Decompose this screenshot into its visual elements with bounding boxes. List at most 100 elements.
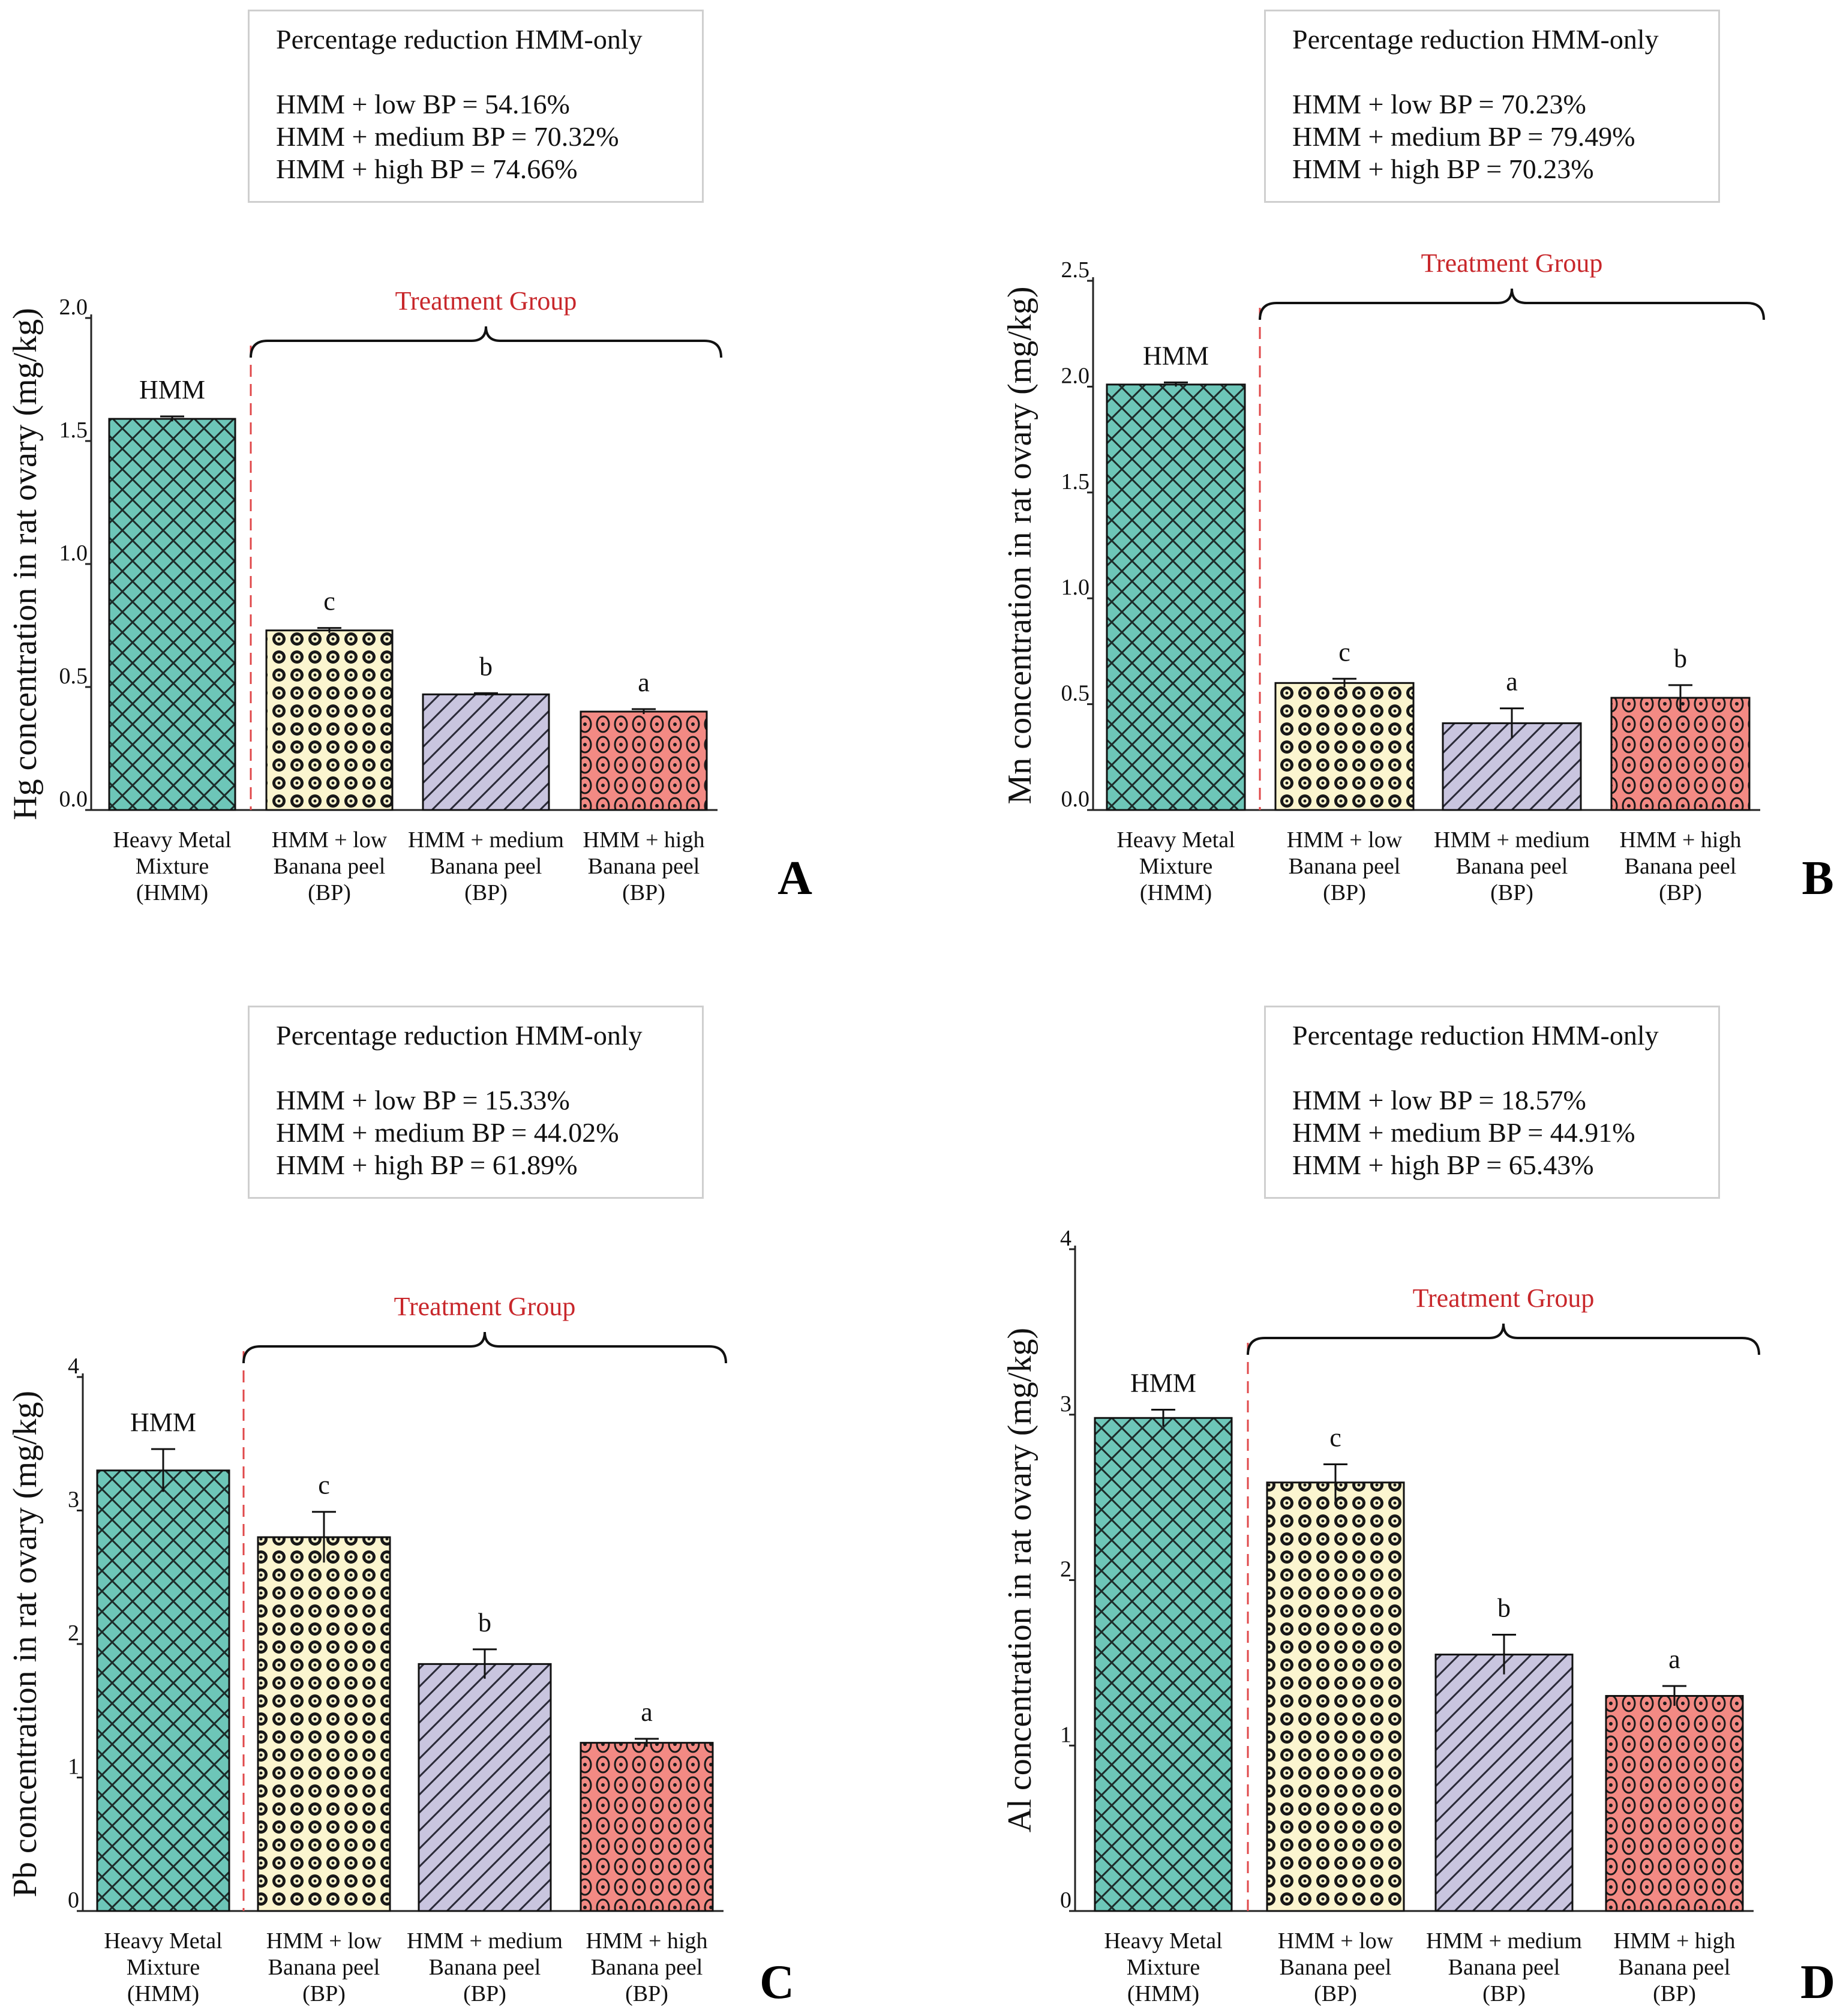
significance-letter-hmm: HMM: [130, 1408, 196, 1437]
chart-panel-c: 0 1 2 3 4 Pb concentration in rat ovary (mg/k…: [7, 1292, 794, 2009]
x-tick-label-hmm: Heavy Metal: [104, 1928, 222, 1954]
y-tick-label: 1.5: [1061, 469, 1090, 494]
chart-panel-a: 0.0 0.5 1.0 1.5 2.0 Hg concentration in rat o…: [7, 286, 812, 905]
bar-medium: [418, 1663, 552, 1912]
y-tick-label: 0.0: [59, 787, 88, 812]
x-tick-label-low: HMM + low: [266, 1928, 382, 1954]
x-tick-label-hmm: Mixture: [136, 854, 209, 879]
chart-panel-d: 0 1 2 3 4 Al concentration in rat ovary (mg/k…: [1001, 1226, 1835, 2009]
y-tick-label: 2.0: [1061, 363, 1090, 388]
x-tick-label-hmm: (HMM): [1127, 1981, 1199, 2006]
panel-letter: C: [760, 1956, 794, 2009]
summary-box-a: Percentage reduction HMM-only HMM + low …: [248, 10, 704, 203]
y-tick-label: 1: [1060, 1722, 1071, 1747]
summary-line-medium: HMM + medium BP = 70.32%: [276, 121, 619, 152]
x-tick-label-hmm: (HMM): [136, 880, 208, 905]
x-tick-label-hmm: Heavy Metal: [1104, 1928, 1222, 1954]
bar-medium: [1434, 1654, 1574, 1912]
y-tick-label: 4: [68, 1354, 79, 1379]
bar-hmm: [1094, 1417, 1233, 1912]
significance-letter-low: c: [1329, 1423, 1341, 1452]
x-tick-label-medium: Banana peel: [430, 854, 542, 879]
y-axis-title: Al concentration in rat ovary (mg/kg): [1001, 1328, 1038, 1832]
y-tick-label: 0.5: [59, 664, 88, 689]
y-tick-label: 1.5: [59, 418, 88, 443]
x-tick-label-high: Banana peel: [588, 854, 700, 879]
x-tick-label-low: HMM + low: [272, 827, 388, 853]
x-tick-label-low: HMM + low: [1287, 827, 1403, 853]
summary-line-medium: HMM + medium BP = 44.91%: [1292, 1117, 1635, 1148]
x-tick-label-low: Banana peel: [268, 1955, 380, 1980]
y-tick-label: 1: [68, 1754, 79, 1780]
panels-layer: 0.0 0.5 1.0 1.5 2.0 Hg concentration in rat o…: [7, 248, 1835, 2009]
significance-letter-high: a: [641, 1697, 653, 1727]
y-tick-label: 2.0: [59, 295, 88, 320]
summary-title: Percentage reduction HMM-only: [276, 1020, 643, 1051]
bar-low: [1274, 682, 1415, 811]
treatment-group-label: Treatment Group: [394, 1292, 576, 1321]
summary-box-d: Percentage reduction HMM-only HMM + low …: [1264, 1006, 1720, 1199]
x-tick-label-high: Banana peel: [1619, 1955, 1731, 1980]
summary-title: Percentage reduction HMM-only: [276, 24, 643, 55]
y-tick-label: 2.5: [1061, 257, 1090, 283]
y-tick-label: 0.0: [1061, 787, 1090, 812]
x-tick-label-high: (BP): [625, 1981, 668, 2006]
summary-line-high: HMM + high BP = 65.43%: [1292, 1150, 1594, 1180]
summary-box-c: Percentage reduction HMM-only HMM + low …: [248, 1006, 704, 1199]
x-tick-label-low: (BP): [1314, 1981, 1357, 2006]
x-tick-label-low: (BP): [1323, 880, 1366, 905]
treatment-bracket: [1247, 1323, 1760, 1355]
bar-low: [1266, 1481, 1405, 1912]
significance-letter-hmm: HMM: [1143, 341, 1209, 370]
x-tick-label-medium: (BP): [1482, 1981, 1526, 2006]
significance-letter-hmm: HMM: [139, 375, 205, 404]
y-tick-label: 1.0: [1061, 575, 1090, 600]
significance-letter-medium: b: [1497, 1593, 1511, 1622]
x-tick-label-medium: (BP): [463, 1981, 506, 2006]
summary-line-low: HMM + low BP = 18.57%: [1292, 1085, 1586, 1115]
y-tick-label: 1.0: [59, 541, 88, 566]
significance-letter-hmm: HMM: [1130, 1368, 1196, 1397]
x-tick-label-medium: (BP): [1490, 880, 1533, 905]
summary-line-medium: HMM + medium BP = 44.02%: [276, 1117, 619, 1148]
x-tick-label-low: (BP): [308, 880, 351, 905]
y-tick-label: 3: [1060, 1391, 1071, 1417]
y-axis-title: Pb concentration in rat ovary (mg/kg): [7, 1391, 44, 1897]
treatment-bracket: [250, 326, 722, 358]
x-tick-label-medium: HMM + medium: [1426, 1928, 1582, 1954]
x-tick-label-high: HMM + high: [583, 827, 704, 853]
treatment-bracket: [1259, 288, 1765, 320]
significance-letter-high: a: [1668, 1645, 1680, 1674]
significance-letter-medium: b: [478, 1608, 491, 1637]
significance-letter-low: c: [1338, 637, 1350, 667]
x-tick-label-high: Banana peel: [591, 1955, 703, 1980]
treatment-group-label: Treatment Group: [1413, 1283, 1595, 1313]
panel-letter: D: [1800, 1956, 1835, 2009]
bar-high: [1605, 1695, 1744, 1912]
y-tick-label: 4: [1060, 1226, 1071, 1251]
treatment-group-label: Treatment Group: [1421, 248, 1603, 278]
panel-letter: A: [778, 852, 812, 905]
x-tick-label-hmm: Mixture: [1139, 854, 1212, 879]
chart-panel-b: 0.0 0.5 1.0 1.5 2.0 2.5 Mn concentration in ra…: [1001, 248, 1834, 905]
x-tick-label-high: (BP): [622, 880, 665, 905]
summary-line-high: HMM + high BP = 61.89%: [276, 1150, 578, 1180]
summary-line-low: HMM + low BP = 15.33%: [276, 1085, 570, 1115]
bar-high: [1610, 697, 1751, 811]
bar-low: [257, 1536, 391, 1912]
significance-letter-medium: a: [1506, 667, 1518, 697]
bar-medium: [422, 693, 550, 811]
significance-letter-high: b: [1674, 644, 1687, 673]
x-tick-label-hmm: Mixture: [1127, 1955, 1200, 1980]
summary-line-high: HMM + high BP = 70.23%: [1292, 154, 1594, 184]
summary-box-b: Percentage reduction HMM-only HMM + low …: [1264, 10, 1720, 203]
x-tick-label-high: HMM + high: [1619, 827, 1741, 853]
y-tick-label: 3: [68, 1487, 79, 1513]
x-tick-label-high: Banana peel: [1625, 854, 1737, 879]
bar-high: [580, 710, 708, 811]
x-tick-label-high: HMM + high: [1613, 1928, 1735, 1954]
x-tick-label-medium: Banana peel: [429, 1955, 541, 1980]
bar-hmm: [108, 418, 236, 811]
significance-letter-low: c: [318, 1471, 330, 1500]
